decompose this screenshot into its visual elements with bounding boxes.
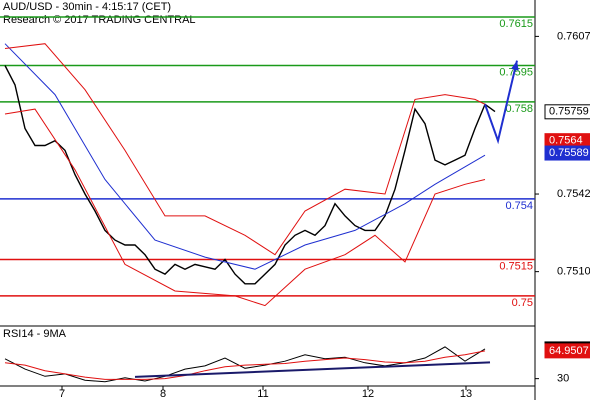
forecast-arrow <box>484 60 518 145</box>
price-tag-label: 0.75759 <box>549 106 589 118</box>
y-tick-label: 0.7510 <box>557 266 590 278</box>
chart-subtitle: Research © 2017 TRADING CENTRAL <box>3 14 196 26</box>
y-tick-label: 30 <box>557 373 569 385</box>
x-tick-label: 8 <box>160 388 166 400</box>
price-tag-label: 64.9507 <box>549 345 589 357</box>
series-line <box>4 43 486 270</box>
series-line <box>134 361 491 378</box>
arrow-head <box>511 60 519 71</box>
series-line <box>4 43 486 256</box>
price-tag-label: 0.7564 <box>549 135 583 147</box>
price-tag-box <box>544 104 590 120</box>
y-tick-label: 0.7607 <box>557 30 590 42</box>
series-line <box>4 65 496 285</box>
x-tick-label: 7 <box>59 388 65 400</box>
price-tag-label: 0.75589 <box>549 147 589 159</box>
x-tick-label: 13 <box>460 388 472 400</box>
rsi-title: RSI14 - 9MA <box>3 328 67 340</box>
level-label: 0.7595 <box>499 66 533 78</box>
level-label: 0.758 <box>505 103 533 115</box>
price-tag-box <box>544 145 590 161</box>
x-tick-label: 11 <box>257 388 268 400</box>
price-tag-box <box>544 343 590 359</box>
chart-title: AUD/USD - 30min - 4:15:17 (CET) <box>3 1 171 13</box>
y-tick-label: 0.7542 <box>557 188 590 200</box>
series-line <box>4 108 486 307</box>
x-tick-label: 12 <box>362 388 374 400</box>
level-label: 0.75 <box>512 297 533 309</box>
level-label: 0.7615 <box>499 18 533 30</box>
level-label: 0.754 <box>505 200 533 212</box>
level-label: 0.7515 <box>499 260 533 272</box>
series-line <box>4 350 486 380</box>
